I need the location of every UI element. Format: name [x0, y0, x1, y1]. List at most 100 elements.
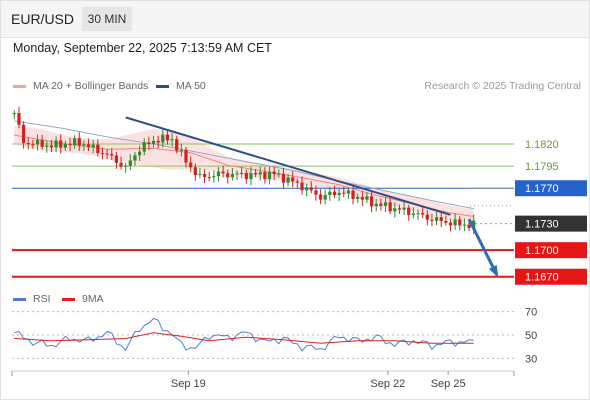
candle [77, 132, 81, 151]
candle [179, 143, 183, 157]
candle-body [286, 177, 290, 183]
candle [68, 137, 72, 152]
bollinger-band [14, 126, 474, 224]
rsi-ma9-line [14, 332, 474, 344]
x-tick-label-Sep-25: Sep 25 [431, 378, 466, 390]
candle [212, 170, 216, 183]
candle [105, 149, 109, 159]
candle [96, 139, 100, 157]
candle-body [300, 182, 304, 191]
candle [448, 218, 453, 232]
candle [397, 204, 402, 214]
candle-body [249, 173, 253, 180]
candle [383, 196, 388, 213]
x-tick-label-Sep-22: Sep 22 [370, 378, 405, 390]
candle [439, 212, 443, 228]
candle-body [151, 140, 156, 144]
candle-body [133, 155, 137, 161]
candle-body [411, 213, 415, 216]
candle [165, 130, 170, 145]
candle-body [462, 224, 467, 226]
candle [291, 171, 295, 188]
legend-ma20: MA 20 + Bollinger Bands [13, 80, 148, 92]
candle [91, 139, 95, 154]
candle-body [82, 144, 86, 146]
candle-body [430, 219, 434, 221]
candle-body [425, 214, 429, 220]
candle [54, 136, 58, 153]
ma20-swatch [13, 84, 26, 88]
x-tick-label-Sep-19: Sep 19 [171, 378, 206, 390]
candle-body [388, 202, 392, 212]
level-label-1.1795: 1.1795 [525, 161, 559, 173]
candle-body [100, 153, 105, 155]
candle-body [258, 172, 262, 175]
candle-body [31, 144, 35, 146]
candle [235, 170, 239, 180]
candle [365, 192, 369, 203]
candle [453, 213, 457, 230]
candle-body [444, 220, 448, 223]
candle [393, 202, 397, 218]
candle [458, 216, 462, 231]
legend-9ma: 9MA [62, 293, 104, 305]
candle-body [202, 173, 207, 177]
candle-body [63, 143, 67, 148]
candle-body [184, 149, 188, 163]
candle [63, 140, 67, 151]
candle-body [40, 139, 44, 147]
candle [230, 167, 235, 181]
candle-body [198, 173, 202, 175]
ma9-swatch [62, 297, 75, 301]
candle-body [328, 191, 332, 195]
candle-body [309, 187, 313, 191]
candle [356, 193, 360, 203]
candle [137, 145, 142, 162]
candle-body [365, 196, 369, 200]
legend-rsi: RSI [13, 293, 51, 305]
ma50-line [14, 120, 474, 210]
candle-body [402, 207, 406, 210]
candle [351, 184, 355, 205]
candle-body [17, 113, 21, 125]
level-tag-1.1700 [515, 242, 587, 259]
candle-body [137, 151, 142, 156]
candle-body [374, 203, 378, 207]
candle-body [393, 208, 397, 212]
level-tag-1.1730 [515, 215, 587, 232]
candle-body [68, 143, 72, 145]
candle-body [244, 172, 248, 180]
candle [444, 215, 448, 226]
symbol-label: EUR/USD [11, 11, 75, 27]
candle [346, 187, 351, 199]
candle [21, 121, 26, 149]
rsi-level-label-50: 50 [525, 330, 537, 342]
candle-body [230, 174, 235, 178]
candle-body [12, 113, 16, 114]
candle-body [26, 143, 30, 145]
candle [147, 136, 151, 151]
candle [170, 133, 174, 147]
candle-body [448, 222, 453, 226]
candle [328, 186, 332, 201]
candle-body [416, 213, 420, 215]
candle [189, 156, 193, 173]
candle [286, 173, 290, 187]
level-label-1.1820: 1.1820 [525, 139, 559, 151]
candle [402, 201, 406, 215]
candle-body [291, 177, 295, 182]
candle-body [369, 196, 374, 207]
candle-body [170, 139, 174, 141]
timeframe-button[interactable]: 30 MIN [82, 7, 132, 31]
candle-body [193, 167, 197, 175]
candle [263, 167, 267, 184]
candle-body [383, 202, 388, 207]
candle-body [189, 162, 193, 168]
candle [467, 221, 471, 232]
legend-9ma-label: 9MA [82, 293, 104, 305]
candle [416, 209, 420, 220]
candle-body [179, 149, 183, 151]
candle [300, 176, 304, 195]
candle [411, 207, 415, 219]
